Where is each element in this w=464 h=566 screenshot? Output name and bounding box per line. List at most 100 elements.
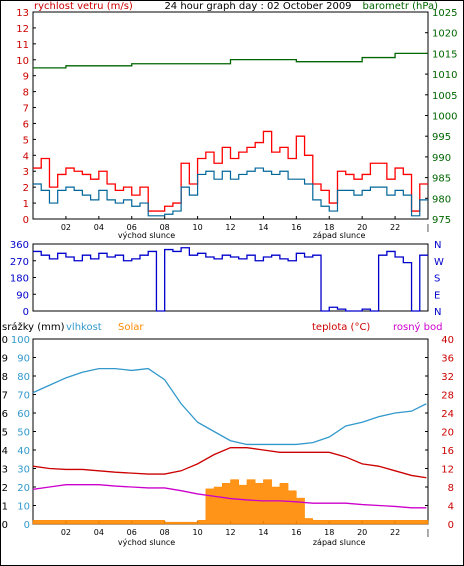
humidity-tick-label: 100 bbox=[11, 335, 30, 346]
compass-tick-label: W bbox=[434, 257, 444, 268]
temperature-tick-label: 4 bbox=[448, 502, 454, 513]
wind-tick-label: 3 bbox=[23, 167, 29, 178]
rain-tick-label: 2 bbox=[2, 483, 8, 494]
temperature-tick-label: 28 bbox=[441, 391, 454, 402]
sunrise-label-bottom: východ slunce bbox=[118, 538, 175, 547]
temperature-tick-label: 0 bbox=[448, 520, 454, 531]
hour-tick-label-bottom: 06 bbox=[127, 528, 137, 537]
barometer-tick-label: 990 bbox=[432, 153, 451, 164]
direction-tick-label: 90 bbox=[16, 290, 29, 301]
hour-tick-label-bottom: 20 bbox=[357, 528, 367, 537]
gust-series-line bbox=[33, 130, 428, 212]
humidity-series-line bbox=[32, 367, 427, 446]
humidity-tick-label: 10 bbox=[17, 502, 30, 513]
hour-tick-label-bottom: 02 bbox=[61, 528, 71, 537]
rain-axis-label: srážky (mm) bbox=[2, 321, 65, 333]
sunset-label: západ slunce bbox=[313, 231, 366, 240]
hour-tick-label-bottom: 22 bbox=[390, 528, 400, 537]
rain-tick-label: 3 bbox=[2, 465, 8, 476]
temperature-tick-label: 40 bbox=[441, 335, 454, 346]
sunrise-label: východ slunce bbox=[118, 231, 175, 240]
direction-tick-label: 0 bbox=[23, 307, 29, 318]
direction-tick-label: 360 bbox=[10, 240, 29, 251]
hour-tick-label: 12 bbox=[225, 223, 235, 232]
solar-series-area bbox=[32, 479, 429, 525]
wind-axis-label: rychlost vetru (m/s) bbox=[34, 1, 133, 12]
wind-tick-label: 1 bbox=[23, 199, 29, 210]
humidity-tick-label: 90 bbox=[17, 354, 30, 365]
hour-end-label-bottom: | bbox=[427, 528, 430, 537]
humidity-tick-label: 20 bbox=[17, 483, 30, 494]
barometer-axis-label: barometr (hPa) bbox=[363, 1, 439, 12]
wind-tick-label: 7 bbox=[23, 104, 29, 115]
temperature-tick-label: 24 bbox=[441, 409, 454, 420]
compass-tick-label: N bbox=[434, 307, 441, 318]
hour-tick-label-bottom: 14 bbox=[258, 528, 268, 537]
temperature-tick-label: 32 bbox=[441, 372, 454, 383]
hour-tick-label: 16 bbox=[291, 223, 301, 232]
temperature-tick-label: 12 bbox=[441, 465, 454, 476]
temperature-tick-label: 36 bbox=[441, 354, 454, 365]
barometer-tick-label: 1020 bbox=[432, 29, 457, 40]
temperature-tick-label: 20 bbox=[441, 428, 454, 439]
hour-tick-label-bottom: 10 bbox=[192, 528, 202, 537]
temperature-series-line bbox=[32, 447, 427, 479]
wind-tick-label: 13 bbox=[16, 8, 29, 19]
humidity-tick-label: 80 bbox=[17, 372, 30, 383]
temperature-axis-label: teplota (°C) bbox=[312, 322, 370, 333]
barometer-tick-label: 995 bbox=[432, 132, 451, 143]
compass-tick-label: S bbox=[434, 274, 440, 285]
wind-tick-label: 10 bbox=[16, 56, 29, 67]
barometer-tick-label: 1000 bbox=[432, 112, 457, 123]
barometer-tick-label: 1010 bbox=[432, 70, 457, 81]
rain-tick-label: 7 bbox=[2, 391, 8, 402]
wind-tick-label: 9 bbox=[23, 72, 29, 83]
wind-panel bbox=[32, 11, 429, 220]
barometer-tick-label: 1025 bbox=[432, 8, 457, 19]
hour-tick-label: 20 bbox=[357, 223, 367, 232]
humidity-tick-label: 40 bbox=[17, 446, 30, 457]
rain-tick-label: 8 bbox=[2, 372, 8, 383]
humidity-tick-label: 0 bbox=[24, 520, 30, 531]
direction-tick-label: 180 bbox=[10, 274, 29, 285]
rain-tick-label: 10 bbox=[0, 335, 8, 346]
wind-tick-label: 8 bbox=[23, 88, 29, 99]
humidity-tick-label: 70 bbox=[17, 391, 30, 402]
wind-tick-label: 0 bbox=[23, 215, 29, 226]
rain-tick-label: 0 bbox=[2, 520, 8, 531]
hour-tick-label-bottom: 12 bbox=[225, 528, 235, 537]
compass-tick-label: N bbox=[434, 240, 441, 251]
barometer-tick-label: 975 bbox=[432, 215, 451, 226]
temperature-tick-label: 16 bbox=[441, 446, 454, 457]
wind-direction-series-line bbox=[33, 247, 428, 312]
rain-tick-label: 1 bbox=[2, 502, 8, 513]
dewpoint-series-line bbox=[32, 484, 427, 509]
barometer-tick-label: 985 bbox=[432, 174, 451, 185]
dewpoint-label: rosný bod bbox=[393, 321, 442, 333]
wind-series-line bbox=[33, 167, 428, 217]
hour-tick-label-bottom: 18 bbox=[324, 528, 334, 537]
solar-label: Solar bbox=[118, 322, 144, 333]
humidity-tick-label: 60 bbox=[17, 409, 30, 420]
hour-tick-label: 06 bbox=[127, 223, 137, 232]
wind-tick-label: 4 bbox=[23, 151, 29, 162]
hour-tick-label: 02 bbox=[61, 223, 71, 232]
barometer-tick-label: 1005 bbox=[432, 91, 457, 102]
hour-tick-label: 08 bbox=[160, 223, 170, 232]
hour-tick-label: 14 bbox=[258, 223, 268, 232]
hour-tick-label-bottom: 04 bbox=[94, 528, 104, 537]
hour-tick-label: 18 bbox=[324, 223, 334, 232]
rain-tick-label: 4 bbox=[2, 446, 8, 457]
wind-tick-label: 6 bbox=[23, 119, 29, 130]
temperature-tick-label: 8 bbox=[448, 483, 454, 494]
wind-tick-label: 12 bbox=[16, 24, 29, 35]
hour-tick-label: 04 bbox=[94, 223, 104, 232]
chart-title: 24 hour graph day : 02 October 2009 bbox=[164, 1, 351, 12]
rain-tick-label: 6 bbox=[2, 409, 8, 420]
wind-tick-label: 2 bbox=[23, 183, 29, 194]
rain-tick-label: 9 bbox=[2, 354, 8, 365]
hour-tick-label: 22 bbox=[390, 223, 400, 232]
barometer-tick-label: 980 bbox=[432, 194, 451, 205]
hour-tick-label: 10 bbox=[192, 223, 202, 232]
